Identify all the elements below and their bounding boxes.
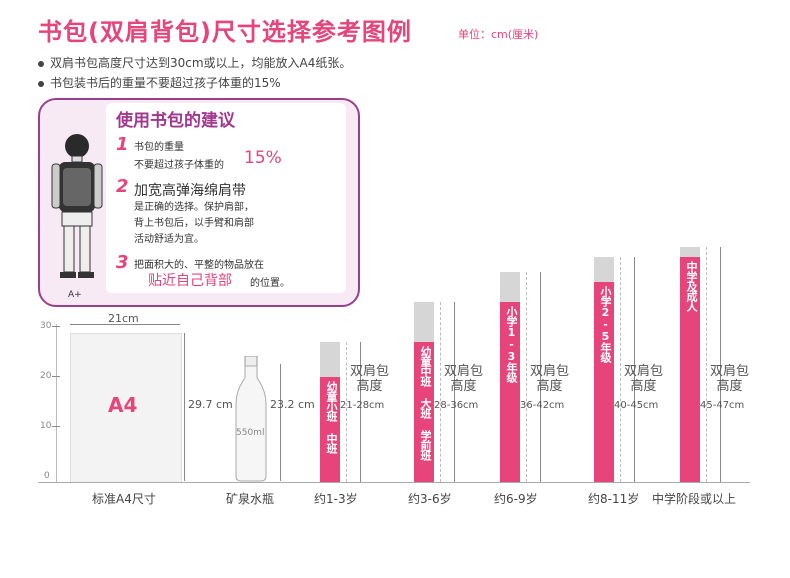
bag-height-heading: 双肩包 高度 <box>350 364 390 394</box>
bag-guide-line <box>620 257 621 482</box>
a4-width-label: 21cm <box>108 312 139 325</box>
bag-age-label: 约6-9岁 <box>494 492 538 506</box>
figure-label: A+ <box>68 290 82 300</box>
bag-bar-upper <box>414 302 434 342</box>
bag-height-line <box>360 342 361 482</box>
a4-width-line <box>70 324 180 325</box>
a4-height-label: 29.7 cm <box>188 398 233 411</box>
tip-1-line2: 不要超过孩子体重的 <box>134 160 224 171</box>
bag-guide-line <box>346 342 347 482</box>
bag-height-range: 40-45cm <box>614 400 659 411</box>
scale-axis <box>56 324 57 482</box>
scale-label-10: 10 <box>40 421 52 431</box>
bag-height-line <box>540 272 541 482</box>
tip-2-line3: 背上书包后，以手臂和肩部 <box>134 218 254 229</box>
scale-label-30: 30 <box>40 321 52 331</box>
scale-tick <box>52 426 60 427</box>
bag-height-range: 28-36cm <box>434 400 479 411</box>
child-backpack-illustration-icon <box>51 134 103 278</box>
bag-group-label: 幼童中班 大班 学前班 <box>419 346 432 460</box>
bag-bar-lower <box>680 257 700 482</box>
tip-3-number: 3 <box>116 252 129 273</box>
bag-guide-line <box>440 302 441 482</box>
bag-age-label: 约3-6岁 <box>408 492 452 506</box>
bag-bar-upper <box>594 257 614 282</box>
bag-guide-line <box>706 247 707 482</box>
bag-bar-lower <box>414 342 434 482</box>
tip-1-line1: 书包的重量 <box>134 142 184 153</box>
tip-3-line2: 的位置。 <box>250 278 290 289</box>
tip-2-number: 2 <box>116 176 129 197</box>
bag-height-heading: 双肩包 高度 <box>444 364 484 394</box>
bag-height-range: 45-47cm <box>700 400 745 411</box>
bag-height-line <box>634 257 635 482</box>
bottle-volume: 550ml <box>236 428 265 438</box>
a4-height-line <box>184 333 185 481</box>
tip-3-line1: 把面积大的、平整的物品放在 <box>134 260 264 271</box>
note-2-text: 书包装书后的重量不要超过孩子体重的15% <box>50 76 281 90</box>
bag-bar-lower <box>594 282 614 482</box>
tip-2-line4: 活动舒适为宜。 <box>134 234 204 245</box>
bag-bar-upper <box>500 272 520 302</box>
bottle-caption: 矿泉水瓶 <box>226 492 275 506</box>
bag-age-label: 约1-3岁 <box>314 492 358 506</box>
bag-bar-upper <box>680 247 700 257</box>
bag-group-label: 小学1-3年级 <box>505 306 518 382</box>
bag-group-label: 幼童小班 中班 <box>325 381 338 453</box>
unit-label: 单位：cm(厘米) <box>458 28 539 41</box>
a4-caption: 标准A4尺寸 <box>92 492 156 506</box>
baseline <box>38 482 750 483</box>
bullet-icon <box>38 80 44 87</box>
scale-tick <box>52 326 60 327</box>
tip-3-emphasis: 贴近自己背部 <box>148 273 232 289</box>
bag-age-label: 中学阶段或以上 <box>652 492 737 506</box>
bag-height-heading: 双肩包 高度 <box>530 364 570 394</box>
tip-2-line2: 是正确的选择。保护肩部， <box>134 202 254 213</box>
bag-group-label: 小学2-5年级 <box>599 286 612 362</box>
page-title: 书包(双肩背包)尺寸选择参考图例 <box>38 18 412 46</box>
note-1: 双肩书包高度尺寸达到30cm或以上，均能放入A4纸张。 <box>38 54 351 71</box>
bottle-height-label: 23.2 cm <box>270 398 315 411</box>
bag-height-range: 21-28cm <box>340 400 385 411</box>
note-2: 书包装书后的重量不要超过孩子体重的15% <box>38 74 281 91</box>
bag-group-label: 中学及成人 <box>685 261 698 311</box>
bag-height-heading: 双肩包 高度 <box>710 364 750 394</box>
bottle-height-line <box>280 364 281 481</box>
water-bottle-icon <box>235 356 267 482</box>
scale-tick <box>52 376 60 377</box>
tip-1-percent: 15% <box>244 148 282 168</box>
bag-age-label: 约8-11岁 <box>588 492 640 506</box>
tip-2-line1: 加宽高弹海绵肩带 <box>134 183 246 199</box>
scale-label-20: 20 <box>40 371 52 381</box>
bag-height-range: 36-42cm <box>520 400 565 411</box>
bag-height-line <box>720 247 721 482</box>
bag-bar-upper <box>320 342 340 377</box>
bag-guide-line <box>526 272 527 482</box>
bag-bar-lower <box>500 302 520 482</box>
bag-height-heading: 双肩包 高度 <box>624 364 664 394</box>
a4-label: A4 <box>108 393 138 417</box>
tip-1-number: 1 <box>116 134 129 155</box>
bag-height-line <box>454 302 455 482</box>
a4-sheet <box>70 333 182 483</box>
scale-label-0: 0 <box>44 471 50 481</box>
tips-inner <box>106 103 346 293</box>
tips-title: 使用书包的建议 <box>116 111 235 131</box>
bullet-icon <box>38 60 44 67</box>
bag-bar-lower <box>320 377 340 482</box>
note-1-text: 双肩书包高度尺寸达到30cm或以上，均能放入A4纸张。 <box>50 56 352 70</box>
